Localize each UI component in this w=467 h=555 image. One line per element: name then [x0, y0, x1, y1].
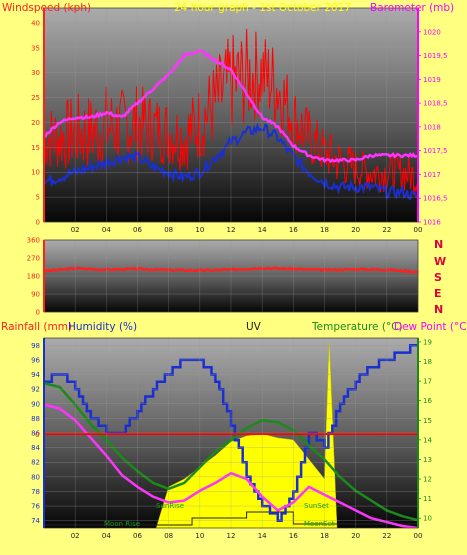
humidity-panel-x-tick-label: 14 [258, 532, 267, 540]
wind-panel-y2-tick-label: 1020 [423, 28, 441, 36]
humidity-panel-y-tick-label: 98 [31, 342, 40, 350]
humidity-panel-x-tick-label: 20 [351, 532, 360, 540]
wind-panel-y2-tick-label: 1019 [423, 76, 441, 84]
wind-panel-y-tick-label: 20 [31, 119, 40, 127]
wind-panel-y2-tick-label: 1018 [423, 123, 441, 131]
humidity-panel-x-tick-label: 12 [227, 532, 236, 540]
rainfall-axis-label: Rainfall (mm) [1, 321, 72, 333]
humidity-panel-y-tick-label: 96 [31, 356, 40, 364]
wind-panel-y2-tick-label: 1016 [423, 219, 441, 227]
humidity-panel-x-tick-label: 08 [164, 532, 173, 540]
wind-panel-y-tick-label: 15 [31, 144, 40, 152]
wind-panel-y-tick-label: 35 [31, 44, 40, 52]
wind-panel-x-tick-label: 16 [289, 226, 298, 234]
humidity-panel-y2-tick-label: 10 [423, 515, 432, 523]
moonrise-label: Moon Rise [104, 520, 140, 528]
direction-letter-n-bottom: N [434, 303, 443, 316]
rain-zero-label: 0 [35, 431, 39, 439]
humidity-panel-x-tick-label: 22 [382, 532, 391, 540]
humidity-axis-label: Humidity (%) [68, 321, 137, 333]
uv-axis-label: UV [246, 321, 262, 333]
humidity-panel-y-tick-label: 82 [31, 459, 40, 467]
direction-panel-y-tick-label: 270 [27, 255, 40, 263]
humidity-panel-y-tick-label: 78 [31, 488, 40, 496]
wind-panel-x-tick-label: 14 [258, 226, 267, 234]
windspeed-axis-label: Windspeed (kph) [2, 2, 91, 14]
wind-panel-y-tick-label: 0 [36, 219, 40, 227]
humidity-panel-x-tick-label: 18 [320, 532, 329, 540]
humidity-panel-y-tick-label: 76 [31, 503, 40, 511]
humidity-panel-x-tick-label: 00 [414, 532, 423, 540]
humidity-panel-y2-tick-label: 14 [423, 436, 432, 444]
humidity-panel-x-tick-label: 06 [133, 532, 142, 540]
humidity-panel-y-tick-label: 88 [31, 415, 40, 423]
sunrise-label: SunRise [156, 502, 184, 510]
humidity-panel-y-tick-label: 92 [31, 386, 40, 394]
wind-panel-x-tick-label: 10 [195, 226, 204, 234]
humidity-panel-y2-tick-label: 19 [423, 338, 432, 346]
humidity-panel-y-tick-label: 80 [31, 473, 40, 481]
wind-panel-x-tick-label: 20 [351, 226, 360, 234]
wind-panel-y-tick-label: 5 [36, 194, 40, 202]
humidity-panel-y2-tick-label: 11 [423, 495, 432, 503]
wind-panel-x-tick-label: 02 [71, 226, 80, 234]
barometer-axis-label: Barometer (mb) [370, 2, 454, 14]
wind-panel-x-tick-label: 08 [164, 226, 173, 234]
direction-letter-e: E [434, 287, 442, 300]
humidity-panel-y2-tick-label: 15 [423, 417, 432, 425]
humidity-panel-y-tick-label: 86 [31, 430, 40, 438]
sunset-label: SunSet [304, 502, 329, 510]
direction-panel-y-tick-label: 360 [27, 237, 40, 245]
humidity-panel-y2-tick-label: 12 [423, 476, 432, 484]
wind-panel-y2-tick-label: 1018,5 [423, 100, 448, 108]
humidity-panel-y-tick-label: 84 [31, 444, 40, 452]
temperature-axis-label: Temperature (°C) [311, 321, 403, 333]
moonset-label: MoonSet [304, 520, 335, 528]
wind-panel-y-tick-label: 40 [31, 19, 40, 27]
direction-panel-y-tick-label: 180 [27, 273, 40, 281]
dew-point-axis-label: Dew Point (°C) [394, 321, 467, 333]
wind-panel-y2-tick-label: 1017 [423, 171, 441, 179]
direction-panel-y-tick-label: 90 [31, 291, 40, 299]
direction-letter-w: W [434, 255, 446, 268]
humidity-panel-x-tick-label: 10 [195, 532, 204, 540]
wind-panel-y2-tick-label: 1017,5 [423, 147, 448, 155]
wind-panel-y-tick-label: 25 [31, 94, 40, 102]
humidity-panel-y2-tick-label: 17 [423, 378, 432, 386]
wind-panel-y2-tick-label: 1019,5 [423, 52, 448, 60]
humidity-panel-x-tick-label: 04 [102, 532, 111, 540]
humidity-panel-y2-tick-label: 13 [423, 456, 432, 464]
wind-panel-x-tick-label: 22 [382, 226, 391, 234]
wind-panel-y-tick-label: 30 [31, 69, 40, 77]
wind-panel-x-tick-label: 00 [414, 226, 423, 234]
wind-panel-y2-tick-label: 1016,5 [423, 195, 448, 203]
humidity-panel-x-tick-label: 16 [289, 532, 298, 540]
humidity-panel-y-tick-label: 90 [31, 400, 40, 408]
humidity-panel-x-tick-label: 02 [71, 532, 80, 540]
wind-panel-x-tick-label: 12 [227, 226, 236, 234]
wind-panel-y-tick-label: 10 [31, 169, 40, 177]
direction-letter-n-top: N [434, 238, 443, 251]
humidity-panel-y2-tick-label: 18 [423, 358, 432, 366]
humidity-panel-y-tick-label: 74 [31, 517, 40, 525]
direction-panel-y-tick-label: 0 [36, 309, 40, 317]
direction-letter-s: S [434, 271, 442, 284]
humidity-panel-y-tick-label: 94 [31, 371, 40, 379]
wind-panel-x-tick-label: 18 [320, 226, 329, 234]
wind-panel-x-tick-label: 04 [102, 226, 111, 234]
graph-date-title: 24 hour graph - 1st October 2017 [174, 2, 351, 14]
humidity-panel-y2-tick-label: 16 [423, 397, 432, 405]
wind-panel-x-tick-label: 06 [133, 226, 142, 234]
